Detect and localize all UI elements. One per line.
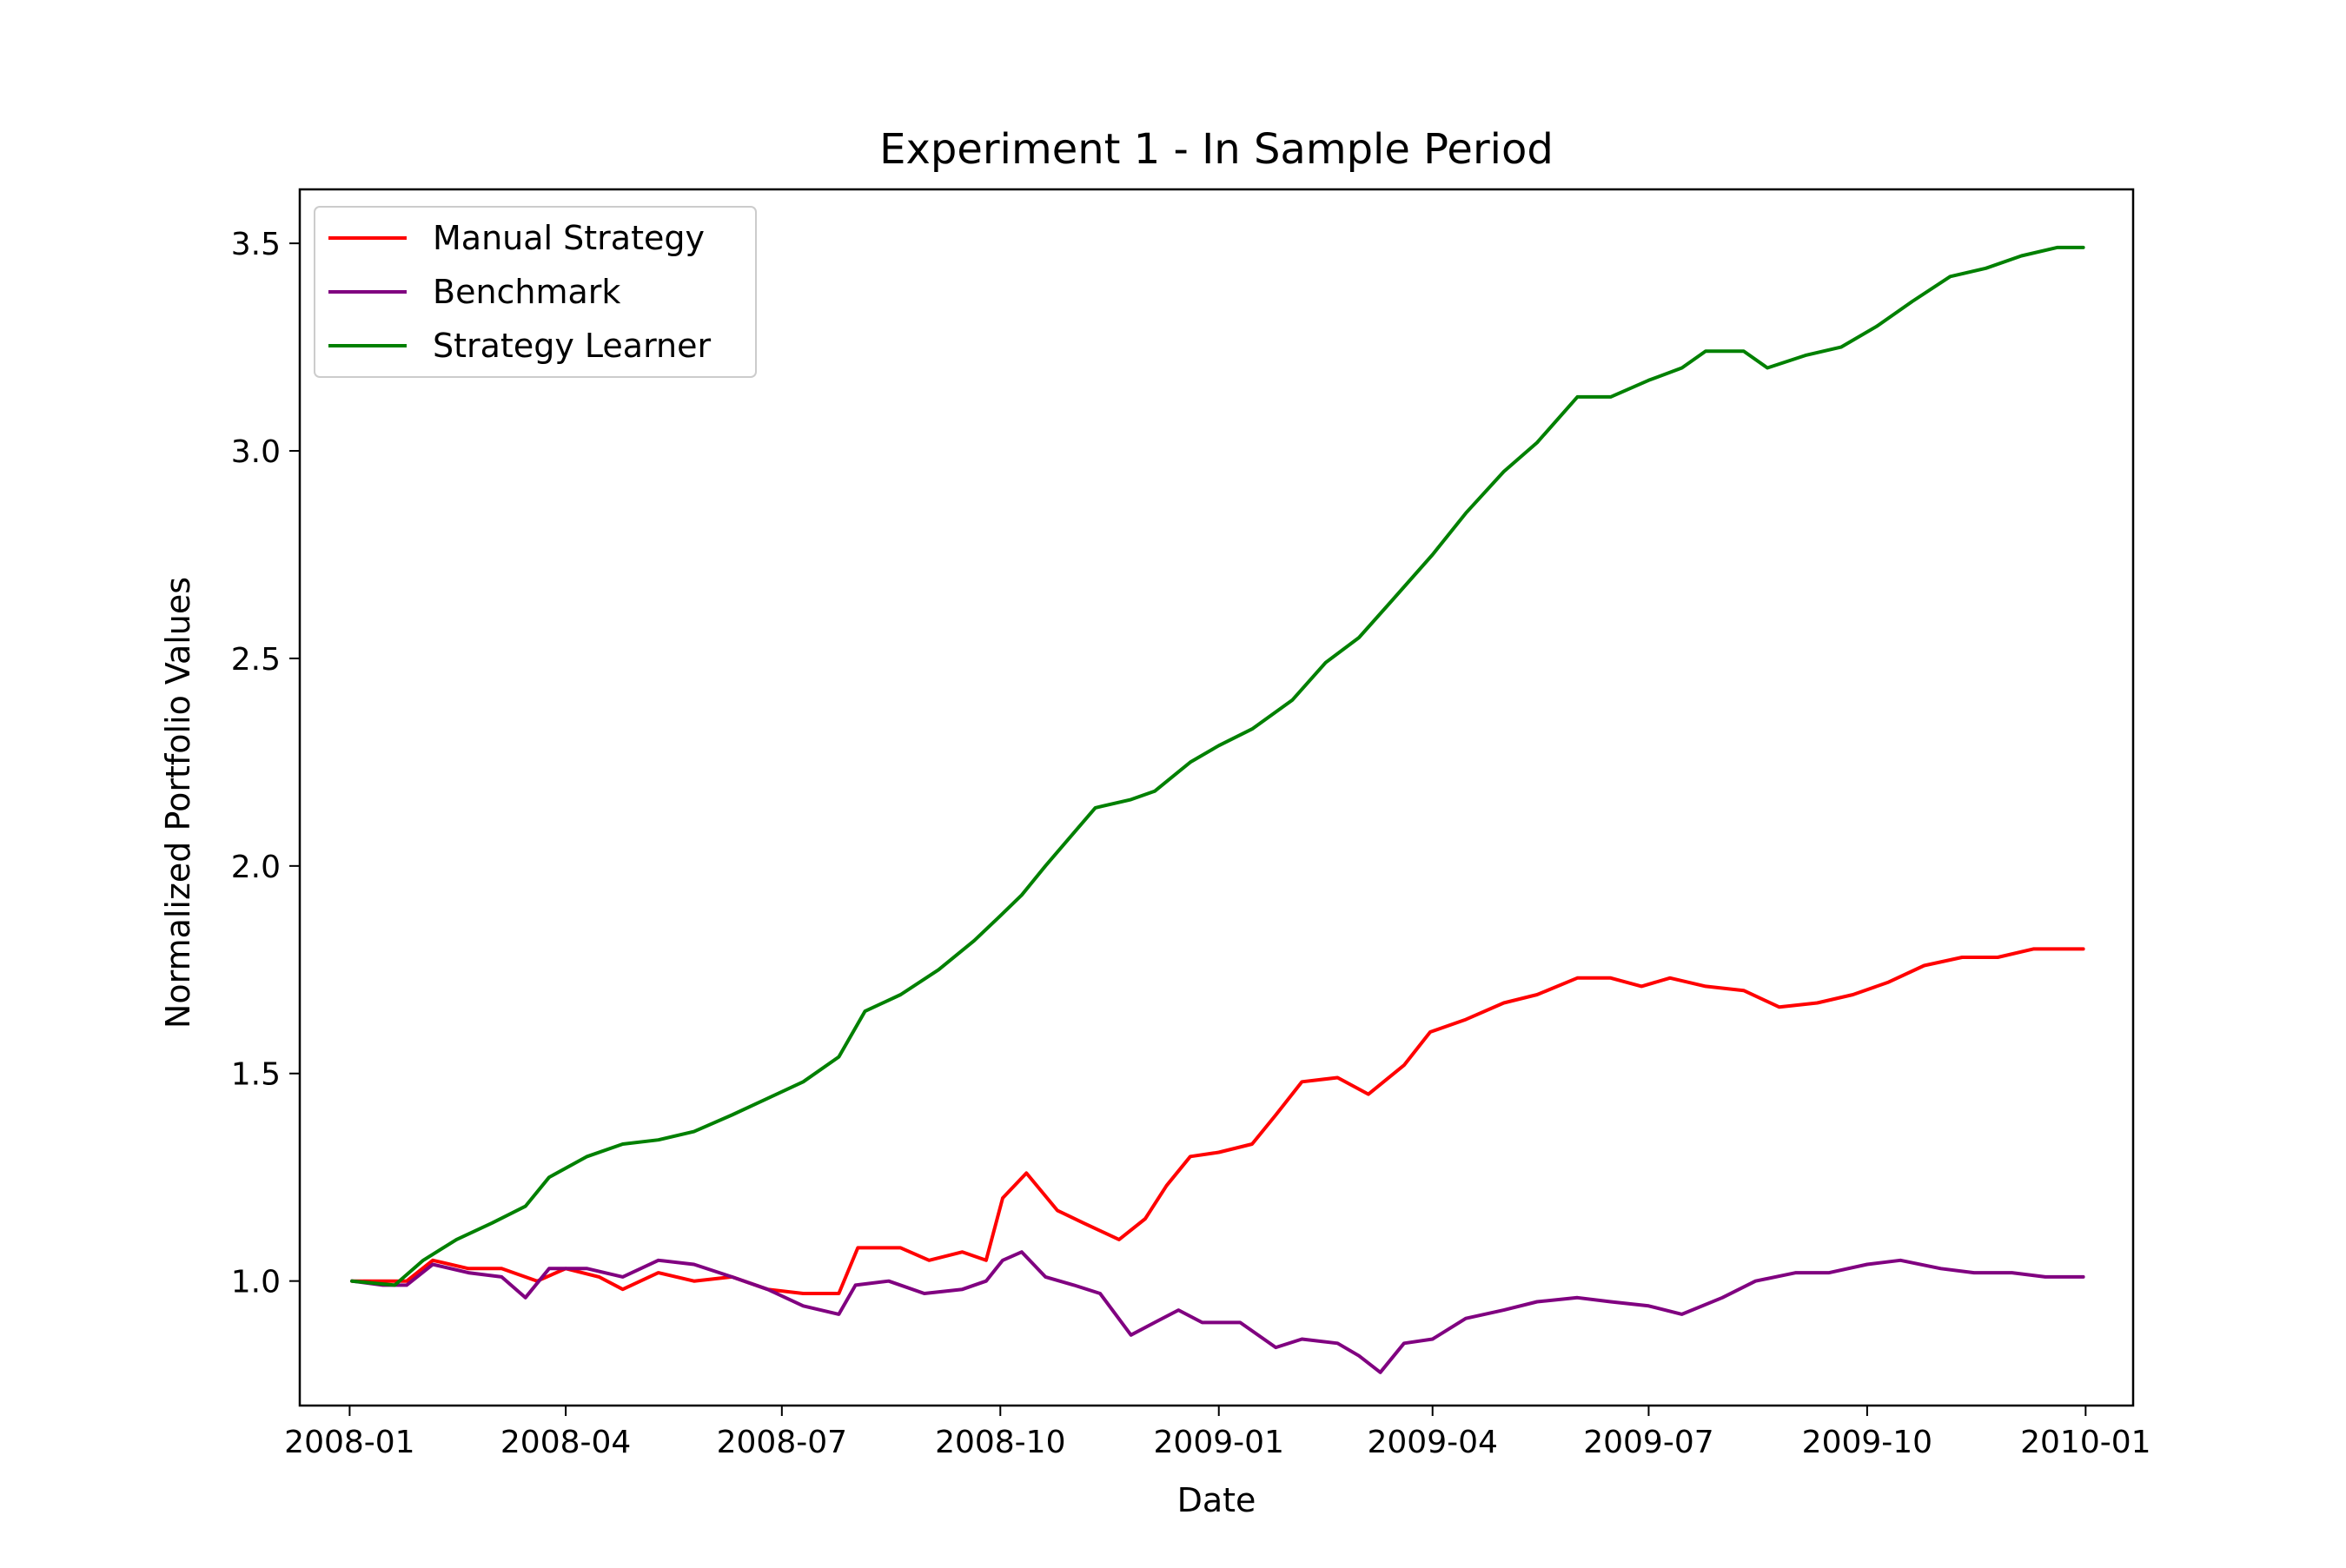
- plot-frame: [298, 188, 2135, 1407]
- x-tick-label: 2009-07: [1583, 1425, 1713, 1460]
- series-line-benchmark: [350, 1250, 2085, 1374]
- x-tick-label: 2009-04: [1368, 1425, 1498, 1460]
- y-tick-label: 2.5: [231, 642, 281, 678]
- chart-title: Experiment 1 - In Sample Period: [879, 125, 1554, 174]
- y-axis-label: Normalized Portfolio Values: [159, 577, 197, 1029]
- y-tick-label: 3.0: [231, 434, 281, 470]
- y-tick-label: 1.5: [231, 1057, 281, 1093]
- x-tick-label: 2008-04: [500, 1425, 631, 1460]
- series-line-strategy-learner: [350, 245, 2085, 1287]
- x-tick-label: 2009-10: [1802, 1425, 1932, 1460]
- x-tick-label: 2009-01: [1154, 1425, 1284, 1460]
- plot-area: 2008-01 2008-04 2008-07 2008-10 2009-01 2009-…: [231, 227, 2151, 1460]
- x-axis-label: Date: [1177, 1481, 1256, 1519]
- legend-label-benchmark: Benchmark: [433, 273, 620, 311]
- x-tick-label: 2010-01: [2020, 1425, 2150, 1460]
- y-tick-label: 3.5: [231, 227, 281, 262]
- y-tick-label: 2.0: [231, 850, 281, 885]
- x-tick-label: 2008-01: [284, 1425, 414, 1460]
- x-tick-label: 2008-07: [717, 1425, 847, 1460]
- series-lines: [350, 245, 2085, 1374]
- legend-label-manual-strategy: Manual Strategy: [433, 219, 705, 257]
- y-tick-label: 1.0: [231, 1265, 281, 1300]
- legend: Manual Strategy Benchmark Strategy Learner: [314, 206, 757, 378]
- legend-label-strategy-learner: Strategy Learner: [433, 327, 711, 365]
- x-tick-label: 2008-10: [935, 1425, 1065, 1460]
- legend-box: [314, 206, 757, 378]
- series-line-manual-strategy: [350, 947, 2085, 1295]
